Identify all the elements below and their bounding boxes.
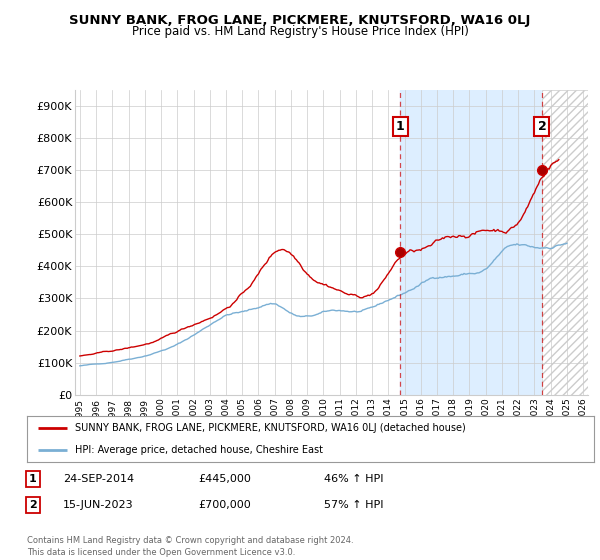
Text: 2: 2 — [538, 120, 546, 133]
Bar — [400, 90, 542, 395]
Text: Price paid vs. HM Land Registry's House Price Index (HPI): Price paid vs. HM Land Registry's House … — [131, 25, 469, 38]
Text: Contains HM Land Registry data © Crown copyright and database right 2024.
This d: Contains HM Land Registry data © Crown c… — [27, 536, 353, 557]
Text: £445,000: £445,000 — [198, 474, 251, 484]
Text: SUNNY BANK, FROG LANE, PICKMERE, KNUTSFORD, WA16 0LJ: SUNNY BANK, FROG LANE, PICKMERE, KNUTSFO… — [70, 14, 530, 27]
Text: 57% ↑ HPI: 57% ↑ HPI — [324, 500, 383, 510]
Bar — [542, 90, 588, 395]
Text: SUNNY BANK, FROG LANE, PICKMERE, KNUTSFORD, WA16 0LJ (detached house): SUNNY BANK, FROG LANE, PICKMERE, KNUTSFO… — [75, 423, 466, 433]
Text: £700,000: £700,000 — [198, 500, 251, 510]
Text: 46% ↑ HPI: 46% ↑ HPI — [324, 474, 383, 484]
Text: HPI: Average price, detached house, Cheshire East: HPI: Average price, detached house, Ches… — [75, 445, 323, 455]
Text: 1: 1 — [396, 120, 404, 133]
Bar — [542, 90, 588, 395]
Text: 2: 2 — [29, 500, 37, 510]
Text: 15-JUN-2023: 15-JUN-2023 — [63, 500, 134, 510]
Text: 1: 1 — [29, 474, 37, 484]
Text: 24-SEP-2014: 24-SEP-2014 — [63, 474, 134, 484]
